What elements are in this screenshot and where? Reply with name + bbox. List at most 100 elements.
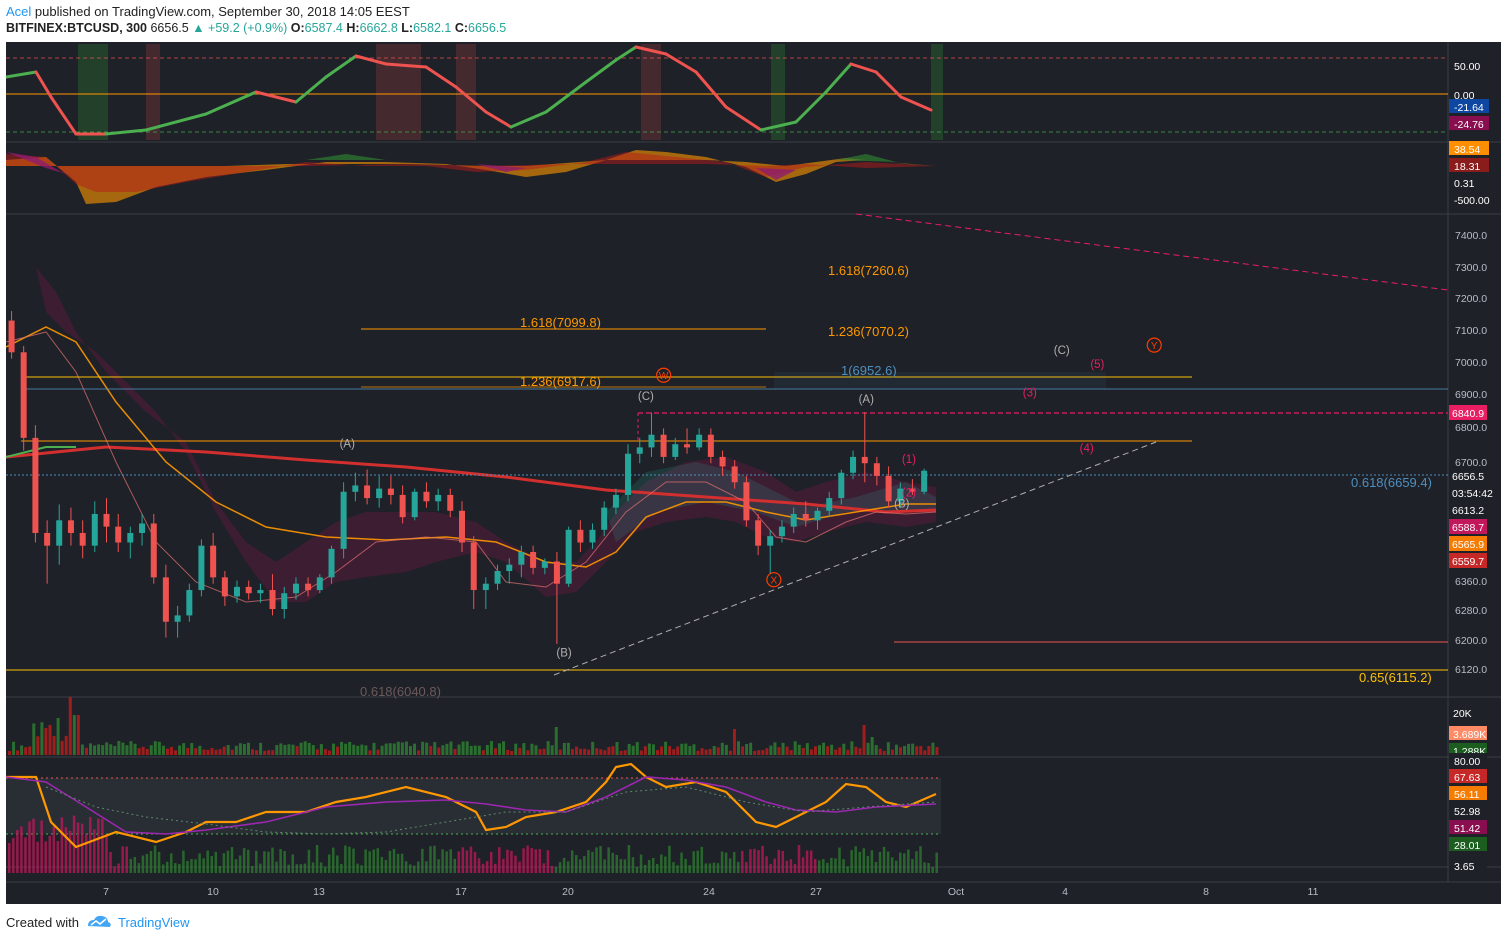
candle-body[interactable] [411, 491, 418, 518]
candle-body[interactable] [861, 456, 868, 464]
candle-body[interactable] [459, 510, 465, 543]
candle-body[interactable] [719, 456, 726, 467]
candle-body[interactable] [91, 513, 98, 546]
candle-body[interactable] [67, 520, 74, 533]
osc-axis-label: 50.00 [1449, 58, 1489, 73]
candle-body[interactable] [518, 552, 525, 565]
candle-body[interactable] [814, 510, 821, 521]
candle-body[interactable] [352, 485, 359, 492]
candle-body[interactable] [850, 456, 857, 473]
candle-body[interactable] [269, 590, 276, 610]
candle-body[interactable] [731, 466, 738, 483]
candle-body[interactable] [56, 520, 63, 546]
candle-body[interactable] [305, 583, 312, 591]
symbol-name[interactable]: BITFINEX:BTCUSD, 300 [6, 21, 147, 35]
volume-bar [737, 741, 740, 755]
volume-bar [72, 715, 76, 755]
candle-body[interactable] [838, 472, 845, 499]
author-link[interactable]: Acel [6, 4, 32, 19]
candle-body[interactable] [909, 488, 916, 492]
candle-body[interactable] [233, 586, 240, 597]
badge-text: 20K [1453, 708, 1472, 720]
candle-body[interactable] [162, 577, 169, 622]
tradingview-logo-icon[interactable] [86, 914, 112, 930]
candle-body[interactable] [423, 491, 430, 502]
candle-body[interactable] [340, 491, 347, 549]
candle-body[interactable] [376, 488, 383, 499]
candles[interactable] [6, 225, 928, 644]
candle-body[interactable] [482, 583, 489, 591]
candle-body[interactable] [447, 494, 454, 511]
candle-body[interactable] [79, 532, 86, 546]
candle-body[interactable] [221, 577, 228, 597]
candle-body[interactable] [506, 564, 513, 572]
candle-body[interactable] [186, 590, 193, 616]
candle-body[interactable] [103, 513, 110, 527]
candle-body[interactable] [921, 470, 928, 492]
candle-body[interactable] [20, 352, 27, 438]
candle-body[interactable] [873, 463, 880, 476]
osc-line-segment [294, 75, 328, 104]
candle-body[interactable] [8, 320, 15, 353]
candle-body[interactable] [328, 548, 335, 578]
rsi-pane[interactable]: 80.00 67.63 56.11 52.98 51.42 28.01 3.65 [6, 753, 1487, 873]
candle-body[interactable] [530, 552, 537, 568]
chart-area[interactable]: 50.00 0.00 -21.64 -24.76 38.54 18.31 0.31 -500.… [6, 42, 1501, 904]
candle-body[interactable] [32, 437, 39, 533]
tradingview-brand-link[interactable]: TradingView [118, 915, 190, 930]
candle-body[interactable] [577, 529, 584, 543]
candle-body[interactable] [494, 571, 501, 584]
candle-body[interactable] [150, 523, 157, 578]
time-axis[interactable]: 7 10 13 17 20 24 27 Oct 4 8 11 [6, 881, 1501, 898]
candle-body[interactable] [601, 507, 608, 530]
candle-body[interactable] [684, 444, 691, 448]
candle-body[interactable] [435, 494, 442, 502]
osc-line-segment [759, 120, 798, 132]
candle-body[interactable] [127, 532, 134, 543]
candle-body[interactable] [565, 529, 572, 584]
oscillator-pane[interactable]: 50.000.00-21.64-24.76 [6, 44, 1489, 140]
candle-body[interactable] [198, 545, 205, 591]
candle-body[interactable] [115, 526, 122, 543]
candle-body[interactable] [139, 523, 146, 533]
candle-body[interactable] [672, 444, 679, 457]
candle-body[interactable] [897, 488, 904, 502]
candle-body[interactable] [625, 453, 632, 495]
candle-body[interactable] [399, 494, 406, 518]
candle-body[interactable] [316, 577, 323, 591]
candle-body[interactable] [755, 520, 762, 546]
candle-body[interactable] [612, 494, 619, 508]
candle-body[interactable] [743, 482, 750, 521]
candle-body[interactable] [696, 434, 703, 448]
candle-body[interactable] [553, 561, 560, 584]
candle-body[interactable] [790, 513, 797, 527]
candle-body[interactable] [174, 615, 181, 622]
candle-body[interactable] [470, 542, 477, 591]
candle-body[interactable] [257, 590, 264, 594]
cloud-oscillator-pane[interactable]: 38.54 18.31 0.31 -500.00 [6, 141, 1490, 207]
candle-body[interactable] [245, 586, 252, 594]
candle-body[interactable] [541, 561, 548, 568]
candle-body[interactable] [802, 513, 809, 521]
price-pane[interactable]: 1.618(7260.6) 1.618(7099.8) 1.236(7070.2) 1… [6, 205, 1493, 699]
rsi-histogram-bar [68, 830, 72, 873]
candle-body[interactable] [281, 593, 288, 610]
candle-body[interactable] [660, 434, 667, 457]
candle-body[interactable] [648, 434, 655, 448]
time-tick: 13 [313, 886, 325, 898]
candle-body[interactable] [364, 485, 371, 499]
candle-body[interactable] [636, 447, 643, 454]
candle-body[interactable] [44, 532, 51, 546]
candle-body[interactable] [387, 488, 394, 495]
candle-body[interactable] [589, 529, 596, 543]
candle-body[interactable] [778, 526, 785, 537]
candle-body[interactable] [210, 545, 217, 578]
candle-body[interactable] [826, 498, 833, 511]
candle-body[interactable] [292, 583, 299, 594]
candle-body[interactable] [885, 475, 892, 502]
candle-body[interactable] [707, 434, 714, 457]
osc-line-segment [424, 65, 458, 89]
candle-body[interactable] [767, 536, 774, 546]
price-chart-svg[interactable]: 50.000.00-21.64-24.7638.5418.310.31-500.… [6, 42, 1501, 904]
